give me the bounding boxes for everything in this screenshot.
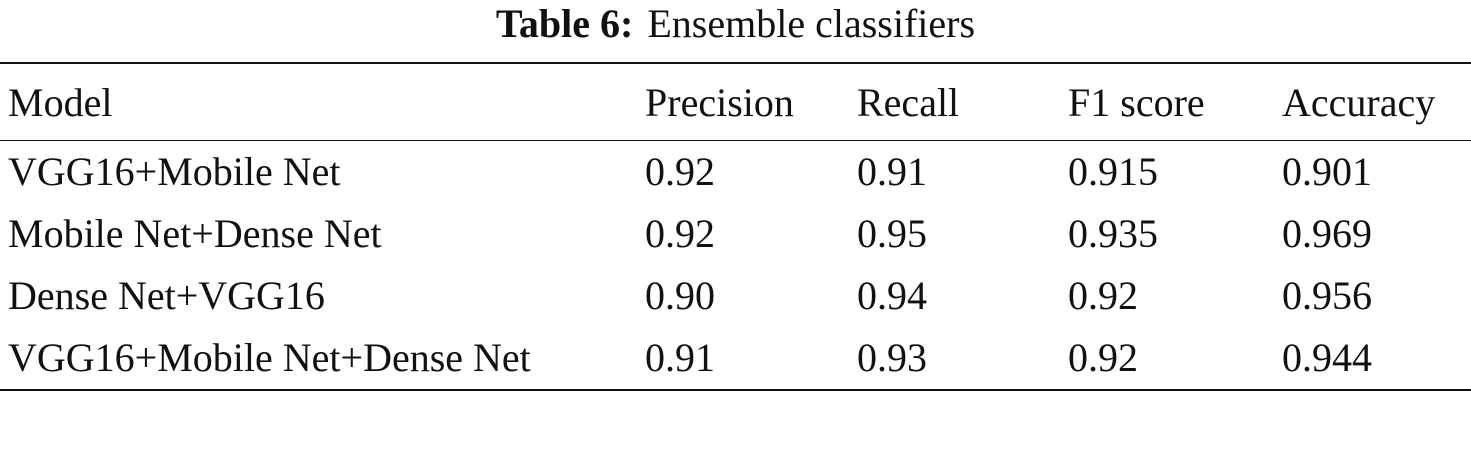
metric-cell: 0.956 — [1282, 273, 1372, 318]
table-row: Dense Net+VGG16 0.90 0.94 0.92 0.956 — [0, 265, 1471, 327]
model-cell: VGG16+Mobile Net — [8, 149, 341, 194]
column-header: F1 score — [1068, 79, 1205, 125]
table-row: VGG16+Mobile Net+Dense Net 0.91 0.93 0.92 0.… — [0, 327, 1471, 390]
column-header: Precision — [645, 79, 794, 125]
metric-cell: 0.969 — [1282, 211, 1372, 256]
model-cell: Mobile Net+Dense Net — [8, 211, 382, 256]
metric-cell: 0.901 — [1282, 149, 1372, 194]
metric-cell: 0.92 — [1068, 335, 1138, 380]
table-row: VGG16+Mobile Net 0.92 0.91 0.915 0.901 — [0, 141, 1471, 204]
header-row: Model Precision Recall F1 score Accuracy — [0, 63, 1471, 141]
results-table: Model Precision Recall F1 score Accuracy VGG… — [0, 62, 1471, 391]
metric-cell: 0.94 — [857, 273, 927, 318]
metric-cell: 0.91 — [645, 335, 715, 380]
column-header: Model — [8, 79, 113, 125]
model-cell: VGG16+Mobile Net+Dense Net — [8, 335, 531, 380]
table-header: Model Precision Recall F1 score Accuracy — [0, 63, 1471, 141]
metric-cell: 0.93 — [857, 335, 927, 380]
metric-cell: 0.92 — [1068, 273, 1138, 318]
metric-cell: 0.90 — [645, 273, 715, 318]
metric-cell: 0.91 — [857, 149, 927, 194]
table-body: VGG16+Mobile Net 0.92 0.91 0.915 0.901 Mobile… — [0, 141, 1471, 390]
table-row: Mobile Net+Dense Net 0.92 0.95 0.935 0.969 — [0, 203, 1471, 265]
metric-cell: 0.95 — [857, 211, 927, 256]
column-header: Recall — [857, 79, 960, 125]
column-header: Accuracy — [1282, 79, 1436, 125]
caption-label: Table 6: — [495, 1, 634, 46]
metric-cell: 0.935 — [1068, 211, 1158, 256]
metric-cell: 0.92 — [645, 211, 715, 256]
metric-cell: 0.944 — [1282, 335, 1372, 380]
metric-cell: 0.92 — [645, 149, 715, 194]
model-cell: Dense Net+VGG16 — [8, 273, 325, 318]
table-caption: Table 6: Ensemble classifiers — [0, 0, 1471, 48]
metric-cell: 0.915 — [1068, 149, 1158, 194]
caption-text: Ensemble classifiers — [647, 1, 976, 46]
